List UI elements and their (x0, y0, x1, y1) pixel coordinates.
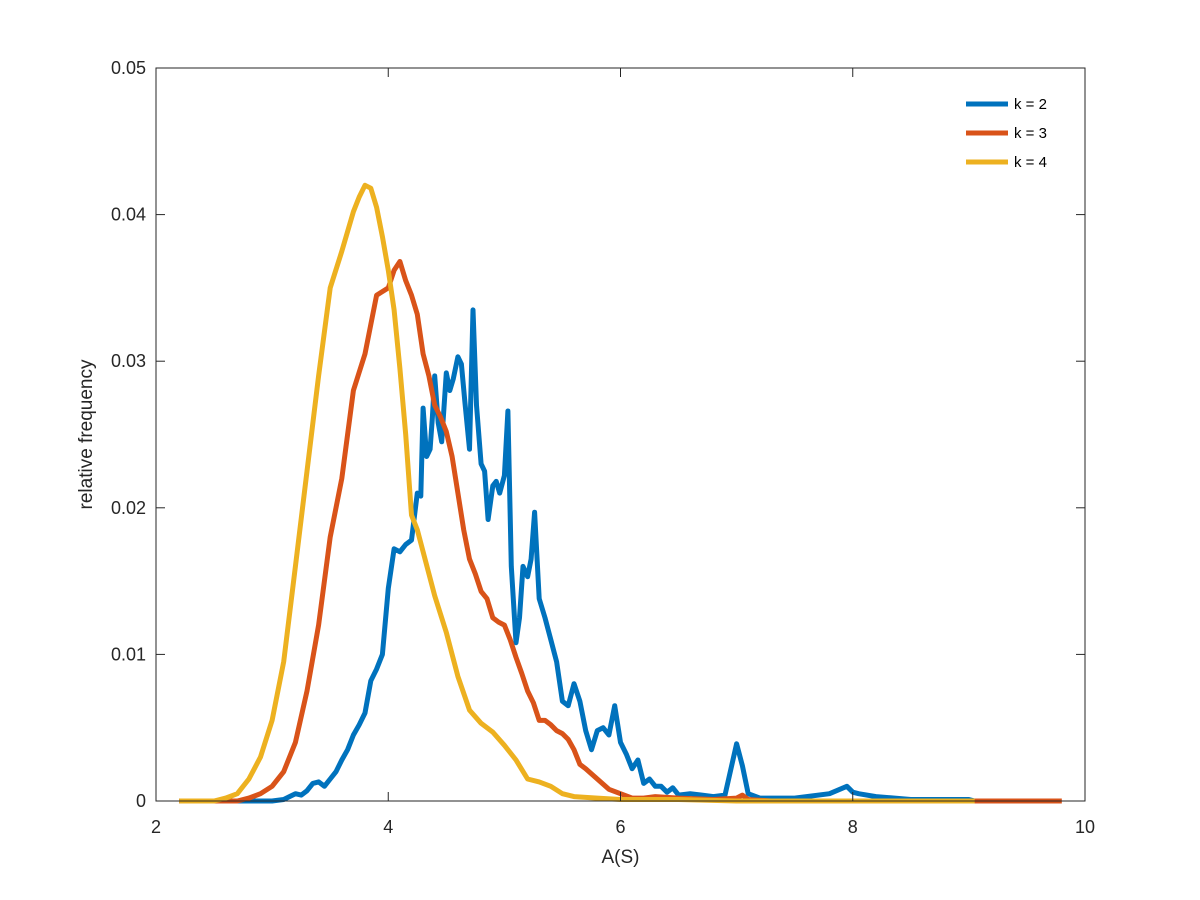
x-tick-label: 10 (1075, 817, 1095, 837)
legend-label: k = 2 (1014, 96, 1047, 113)
x-tick-label: 4 (383, 817, 393, 837)
legend-label: k = 4 (1014, 154, 1047, 171)
x-tick-label: 2 (151, 817, 161, 837)
y-tick-label: 0.05 (111, 58, 146, 78)
series-line-k2 (179, 307, 976, 804)
y-tick-label: 0.04 (111, 205, 146, 225)
legend-label: k = 3 (1014, 125, 1047, 142)
series-line-k4 (179, 182, 975, 804)
y-tick-label: 0 (136, 791, 146, 811)
y-tick-label: 0.02 (111, 498, 146, 518)
legend: k = 2 k = 3 k = 4 (966, 96, 1047, 171)
series-layer (179, 182, 1062, 804)
y-tick-label: 0.01 (111, 644, 146, 664)
x-tick-label: 8 (848, 817, 858, 837)
y-tick-label: 0.03 (111, 351, 146, 371)
y-axis-label: relative frequency (76, 359, 97, 509)
x-tick-label: 6 (615, 817, 625, 837)
ticks-layer: 2 4 6 8 10 0 0.01 0.02 0.03 0.04 0.05 (111, 58, 1095, 837)
x-axis-label: A(S) (602, 847, 640, 868)
